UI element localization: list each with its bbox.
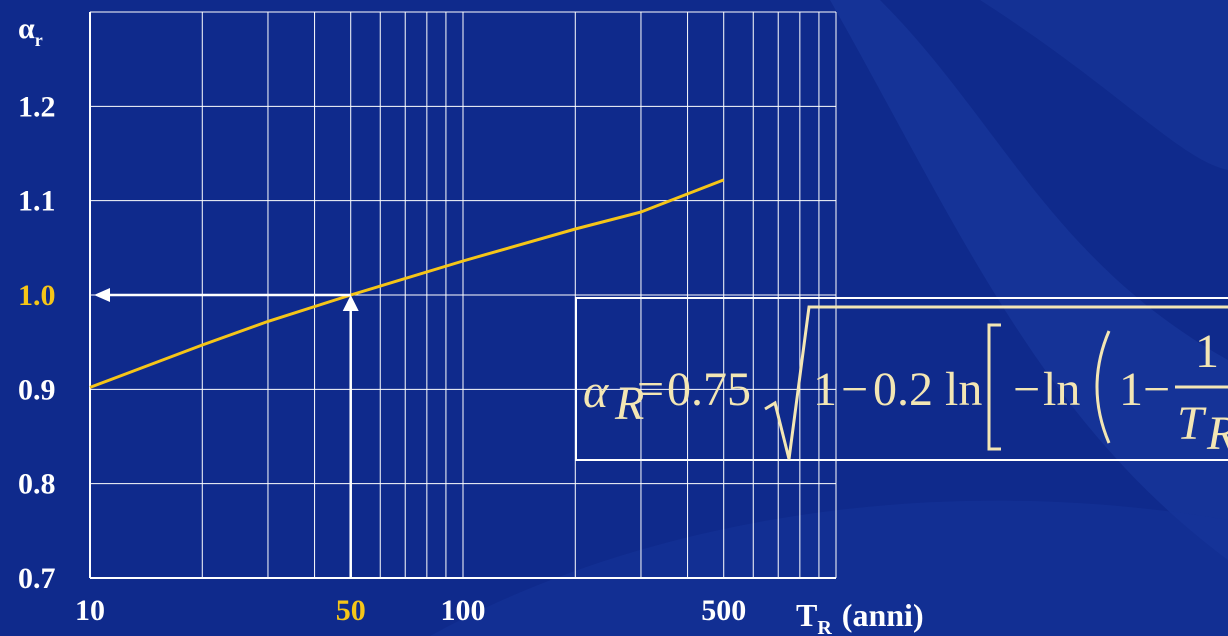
- x-tick-label: 10: [75, 594, 105, 627]
- y-tick-label: 1.1: [18, 185, 56, 218]
- horizontal-arrowhead: [94, 288, 110, 302]
- vertical-arrowhead: [342, 295, 359, 311]
- left-paren: [1095, 330, 1111, 444]
- series-layer: [89, 178, 725, 389]
- formula-ln-inner: ln: [1043, 363, 1080, 416]
- formula-one: 1: [813, 363, 837, 416]
- formula-minus: −: [841, 363, 868, 416]
- formula-minus-b: −: [1143, 363, 1170, 416]
- formula-c2: 0.2: [873, 363, 933, 416]
- plot-frame: [89, 12, 836, 579]
- formula-equals: =: [637, 363, 664, 416]
- y-tick-label: 0.9: [18, 373, 56, 406]
- x-tick-labels: 10 50 100 500: [75, 594, 746, 627]
- y-axis-label: αr: [18, 12, 43, 50]
- fraction-numerator: 1: [1195, 325, 1219, 378]
- annotation-arrows: [94, 288, 359, 578]
- y-tick-label: 0.7: [18, 562, 56, 595]
- fraction-denominator-sub: R: [1206, 407, 1228, 460]
- formula-alpha-sub: R: [614, 377, 644, 430]
- sqrt-sign: [764, 305, 1228, 460]
- formula-coefficient: 0.75: [667, 363, 751, 416]
- x-axis-label: TR (anni): [796, 597, 924, 636]
- y-tick-label: 0.8: [18, 468, 56, 501]
- formula-ln-outer: ln: [945, 363, 982, 416]
- y-tick-labels: 0.7 0.8 0.9 1.0 1.1 1.2: [18, 90, 56, 595]
- formula-alpha: α: [583, 365, 609, 418]
- x-tick-label: 50: [336, 594, 366, 627]
- y-tick-label: 1.0: [18, 279, 56, 312]
- left-bracket: [987, 323, 1001, 451]
- formula-box: α R = 0.75 1 − 0.2 ln − ln 1 − 1 T R: [575, 297, 1228, 461]
- fraction-denominator: T: [1177, 397, 1207, 450]
- series-line: [89, 178, 725, 389]
- x-tick-label: 500: [701, 594, 746, 627]
- formula-minus-inner: −: [1013, 363, 1040, 416]
- formula-one-b: 1: [1119, 363, 1143, 416]
- x-tick-label: 100: [441, 594, 486, 627]
- formula: α R = 0.75 1 − 0.2 ln − ln 1 − 1 T R: [583, 305, 1228, 460]
- y-tick-label: 1.2: [18, 90, 56, 123]
